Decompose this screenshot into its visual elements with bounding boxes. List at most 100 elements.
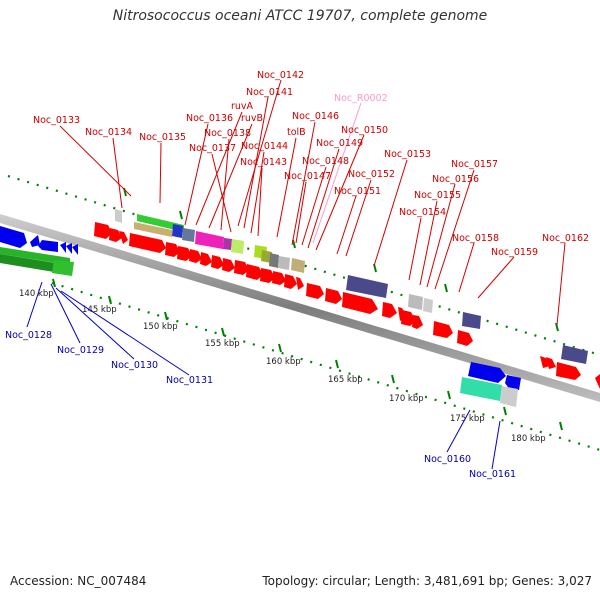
- gene-label: Noc_0157: [451, 159, 498, 170]
- gene-label: Noc_0154: [399, 207, 446, 218]
- gene-block-green: [137, 214, 184, 232]
- gene-label: Noc_0149: [316, 138, 363, 149]
- accession-text: Accession: NC_007484: [10, 574, 147, 588]
- reverse-gene-arrow: [38, 240, 58, 252]
- gene-block-blue: [172, 224, 183, 238]
- forward-gene-arrow: [177, 246, 192, 261]
- forward-gene-arrow: [129, 233, 166, 253]
- forward-gene-arrow: [325, 288, 342, 304]
- gene-label: Noc_0143: [240, 157, 287, 168]
- gene-label: Noc_0160: [424, 454, 471, 465]
- forward-gene-arrow: [260, 268, 275, 283]
- gene-label: Noc_0162: [542, 233, 589, 244]
- forward-gene-arrow: [306, 283, 324, 299]
- gene-block-teal: [460, 377, 502, 401]
- map-title: Nitrosococcus oceani ATCC 19707, complet…: [112, 8, 488, 24]
- gene-label: ruvB: [241, 113, 263, 124]
- forward-gene-arrow: [119, 231, 128, 244]
- scale-label: 145 kbp: [82, 305, 117, 315]
- forward-gene-arrow: [94, 222, 112, 239]
- forward-gene-arrow: [433, 321, 453, 338]
- gene-label: Noc_0147: [284, 171, 331, 182]
- scale-label: 165 kbp: [328, 375, 363, 385]
- reverse-gene-arrow: [72, 244, 78, 255]
- gene-label: Noc_0148: [302, 156, 349, 167]
- forward-gene-arrow: [200, 252, 212, 266]
- gene-label: Noc_0131: [166, 375, 213, 386]
- scale-label: 175 kbp: [450, 414, 485, 424]
- scale-labels: 140 kbp 145 kbp 150 kbp 155 kbp 160 kbp …: [19, 289, 546, 444]
- forward-gene-arrow: [296, 277, 304, 290]
- reverse-gene-arrow: [60, 242, 66, 253]
- gene-label: Noc_0136: [186, 113, 233, 124]
- scale-label: 170 kbp: [389, 394, 424, 404]
- gene-label: tolB: [287, 127, 306, 138]
- genome-backbone: [0, 214, 600, 402]
- gene-label: Noc_0130: [111, 360, 158, 371]
- topology-text: Topology: circular; Length: 3,481,691 bp…: [262, 574, 592, 588]
- gene-label: Noc_0128: [5, 330, 52, 341]
- scale-label: 180 kbp: [511, 434, 546, 444]
- gene-block-grey3: [278, 256, 290, 270]
- gene-block-olive2: [261, 250, 272, 263]
- gene-block-grey: [115, 209, 122, 223]
- gene-block-grey2: [269, 253, 279, 268]
- forward-gene-arrow: [546, 357, 556, 369]
- forward-gene-arrow: [401, 310, 416, 326]
- reverse-gene-arrow: [0, 226, 27, 248]
- forward-gene-arrow: [595, 374, 600, 389]
- gene-block-purple: [223, 238, 232, 250]
- gene-label: Noc_0141: [246, 87, 293, 98]
- forward-gene-arrow: [382, 302, 397, 318]
- outer-scale-track: [7, 174, 600, 357]
- forward-gene-arrow: [272, 271, 286, 285]
- forward-gene-arrow: [412, 315, 423, 329]
- gene-label: Noc_0150: [341, 125, 388, 136]
- reverse-gene-block: [52, 260, 74, 276]
- forward-gene-arrow: [457, 330, 473, 346]
- top-callout-lines: [59, 79, 566, 326]
- scale-label: 160 kbp: [266, 357, 301, 367]
- gene-block-magenta: [195, 231, 224, 249]
- forward-gene-arrow: [284, 274, 297, 289]
- gene-block-navy2: [462, 312, 481, 329]
- forward-gene-arrow: [165, 242, 180, 257]
- reverse-gene-block: [0, 254, 62, 273]
- gene-label: Noc_0129: [57, 345, 104, 356]
- gene-label: Noc_0155: [414, 190, 461, 201]
- gene-block-lime: [231, 239, 244, 254]
- gene-label: Noc_0156: [432, 174, 479, 185]
- scale-label: 140 kbp: [19, 289, 54, 299]
- gene-label: Noc_0137: [189, 143, 236, 154]
- gene-label: Noc_0146: [292, 111, 339, 122]
- gene-block-slate: [182, 228, 195, 242]
- gene-label: ruvA: [231, 101, 254, 112]
- forward-gene-arrow: [189, 249, 202, 263]
- reverse-gene-arrow: [468, 362, 506, 383]
- gene-label: Noc_0158: [452, 233, 499, 244]
- reverse-gene-block: [0, 247, 70, 265]
- bottom-gene-labels: Noc_0128 Noc_0129 Noc_0130 Noc_0131 Noc_…: [5, 330, 516, 480]
- gene-label: Noc_0152: [348, 169, 395, 180]
- forward-gene-arrow: [556, 362, 581, 380]
- rna-callout-line: [312, 102, 362, 244]
- gene-label: Noc_0138: [204, 128, 251, 139]
- forward-gene-arrow: [222, 258, 235, 272]
- gene-label: Noc_0142: [257, 70, 304, 81]
- gene-block-tan: [134, 222, 172, 237]
- gene-features: [0, 209, 600, 407]
- forward-gene-arrow: [342, 292, 378, 314]
- gene-block-navy3: [561, 345, 588, 364]
- reverse-gene-arrow: [66, 243, 72, 254]
- bottom-callout-lines: [26, 281, 501, 470]
- inner-scale-track: [51, 278, 600, 452]
- gene-label: Noc_0134: [85, 127, 132, 138]
- gene-label: Noc_0133: [33, 115, 80, 126]
- top-gene-labels: Noc_0133 Noc_0134 Noc_0135 Noc_0136 ruvA…: [33, 70, 589, 258]
- gene-label: Noc_0144: [241, 141, 288, 152]
- forward-gene-arrow: [109, 228, 122, 242]
- reverse-gene-arrow: [30, 235, 40, 247]
- gene-block-grey5: [423, 298, 433, 313]
- forward-gene-arrow: [246, 264, 263, 280]
